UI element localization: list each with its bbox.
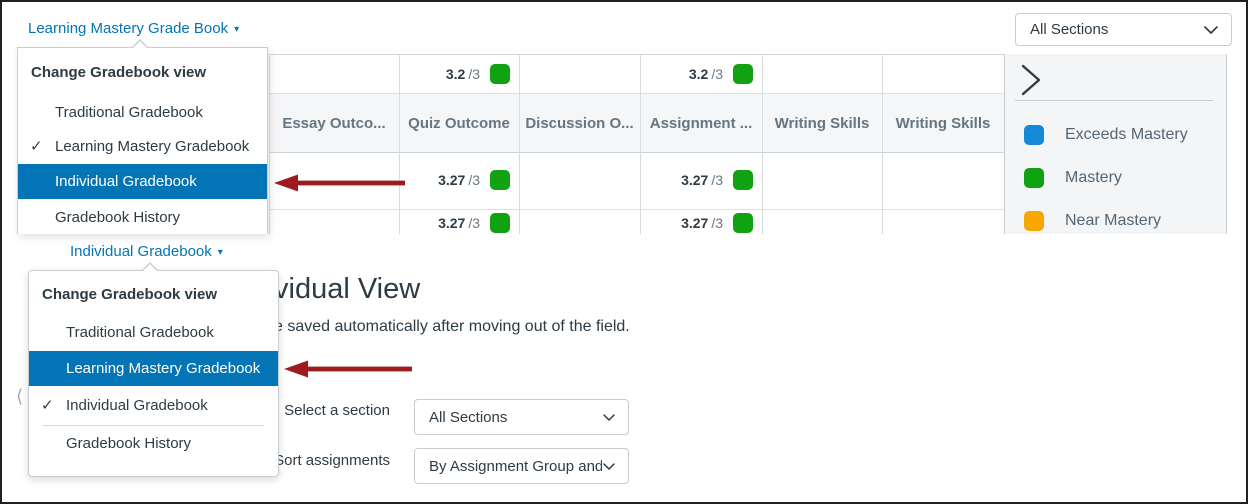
table-gridline [882,54,883,234]
mastery-color-swatch [1024,168,1044,188]
menu-notch [131,39,149,49]
select-a-section-label: Select a section [284,402,390,419]
gradebook-view-switcher-top[interactable]: Learning Mastery Grade Book ▾ [28,20,239,37]
menu-divider [43,425,264,426]
table-gridline [762,54,763,234]
mastery-green-icon [733,170,753,190]
menu-item-traditional-gradebook[interactable]: Traditional Gradebook [66,324,214,341]
gradebook-view-menu-bottom: Change Gradebook view Traditional Gradeb… [28,262,279,477]
legend-label: Mastery [1065,169,1122,186]
score-denominator: /3 [711,172,723,188]
individual-view-heading-fragment: vidual View [274,273,421,305]
table-gridline [640,54,641,234]
caret-down-icon: ▾ [217,247,223,258]
score-value: 3.27 [438,172,466,188]
legend-item-exceeds-mastery: Exceeds Mastery [1024,125,1188,145]
menu-item-gradebook-history[interactable]: Gradebook History [66,435,192,452]
column-header-essay-outcome[interactable]: Essay Outco... [282,115,386,132]
score-denominator: /3 [468,215,480,231]
sort-assignments-label: Sort assignments [274,452,390,469]
near-mastery-color-swatch [1024,211,1044,231]
table-gridline [399,54,400,234]
chevron-right-icon [1021,64,1041,96]
menu-item-label: Learning Mastery Gradebook [55,138,250,155]
gradebook-view-switcher-top-label: Learning Mastery Grade Book [28,20,229,37]
legend-item-mastery: Mastery [1024,168,1122,188]
mastery-green-icon [733,213,753,233]
gradebook-view-switcher-bottom-label: Individual Gradebook [70,243,212,260]
section-select-value: All Sections [429,408,508,426]
menu-item-learning-mastery-gradebook[interactable]: Learning Mastery Gradebook [29,351,278,386]
menu-header: Change Gradebook view [31,64,207,81]
score-denominator: /3 [711,215,723,231]
menu-item-individual-gradebook[interactable]: Individual Gradebook [18,164,267,199]
autosave-note-fragment: e saved automatically after moving out o… [274,318,630,335]
column-header-writing-skills-1[interactable]: Writing Skills [774,115,870,132]
sections-filter-select[interactable]: All Sections [1015,13,1232,46]
score-value: 3.27 [681,172,709,188]
legend-divider [1015,100,1213,101]
menu-item-traditional-gradebook[interactable]: Traditional Gradebook [55,104,203,121]
expand-panel-button[interactable] [1019,63,1043,102]
legend-label: Exceeds Mastery [1065,126,1188,143]
table-gridline [269,209,1004,210]
score-value: 3.2 [688,66,709,82]
score-cell[interactable]: 3.2 /3 [640,64,762,84]
gradebook-view-menu-top: Change Gradebook view Traditional Gradeb… [17,39,268,234]
mastery-green-icon [490,64,510,84]
score-cell[interactable]: 3.2 /3 [399,64,519,84]
column-header-discussion-outcome[interactable]: Discussion O... [525,115,634,132]
score-cell[interactable]: 3.27 /3 [640,213,762,233]
score-value: 3.2 [445,66,466,82]
chevron-down-icon [603,462,615,470]
table-header-row [269,93,1004,152]
menu-item-gradebook-history[interactable]: Gradebook History [55,209,181,226]
table-gridline [519,54,520,234]
chevron-down-icon [603,413,615,421]
sort-assignments-value: By Assignment Group and Pos [429,457,602,475]
table-top-border [269,54,1226,55]
score-cell[interactable]: 3.27 /3 [640,170,762,190]
mastery-green-icon [490,213,510,233]
score-denominator: /3 [711,66,723,82]
column-header-quiz-outcome[interactable]: Quiz Outcome [408,115,510,132]
table-gridline [269,152,1004,153]
legend-label: Near Mastery [1065,212,1162,229]
sort-assignments-select[interactable]: By Assignment Group and Pos [414,448,629,484]
column-header-writing-skills-2[interactable]: Writing Skills [895,115,991,132]
table-right-border [1226,54,1227,234]
menu-item-label: Individual Gradebook [66,397,208,414]
section-select[interactable]: All Sections [414,399,629,435]
menu-header: Change Gradebook view [42,286,218,303]
caret-down-icon: ▾ [234,24,240,35]
gradebook-view-switcher-bottom[interactable]: Individual Gradebook ▾ [70,243,223,260]
score-denominator: /3 [468,172,480,188]
score-cell[interactable]: 3.27 /3 [399,170,519,190]
table-gridline [269,54,270,234]
mastery-green-icon [733,64,753,84]
menu-item-individual-gradebook[interactable]: ✓ Individual Gradebook [29,389,278,423]
exceeds-mastery-color-swatch [1024,125,1044,145]
table-gridline [269,93,1004,94]
legend-item-near-mastery: Near Mastery [1024,211,1161,231]
menu-item-learning-mastery-gradebook[interactable]: ✓ Learning Mastery Gradebook [18,130,267,164]
annotation-arrow-left-icon [274,173,405,198]
menu-notch [141,262,159,272]
score-cell[interactable]: 3.27 /3 [399,213,519,233]
score-value: 3.27 [681,215,709,231]
check-icon: ✓ [41,397,54,414]
annotation-arrow-left-icon [284,359,412,384]
chevron-down-icon [1204,25,1218,34]
stray-bracket-glyph: ⟨ [16,386,24,406]
sections-filter-value: All Sections [1030,21,1109,38]
mastery-green-icon [490,170,510,190]
score-denominator: /3 [468,66,480,82]
check-icon: ✓ [30,138,43,155]
score-value: 3.27 [438,215,466,231]
column-header-assignment-outcome[interactable]: Assignment ... [649,115,753,132]
